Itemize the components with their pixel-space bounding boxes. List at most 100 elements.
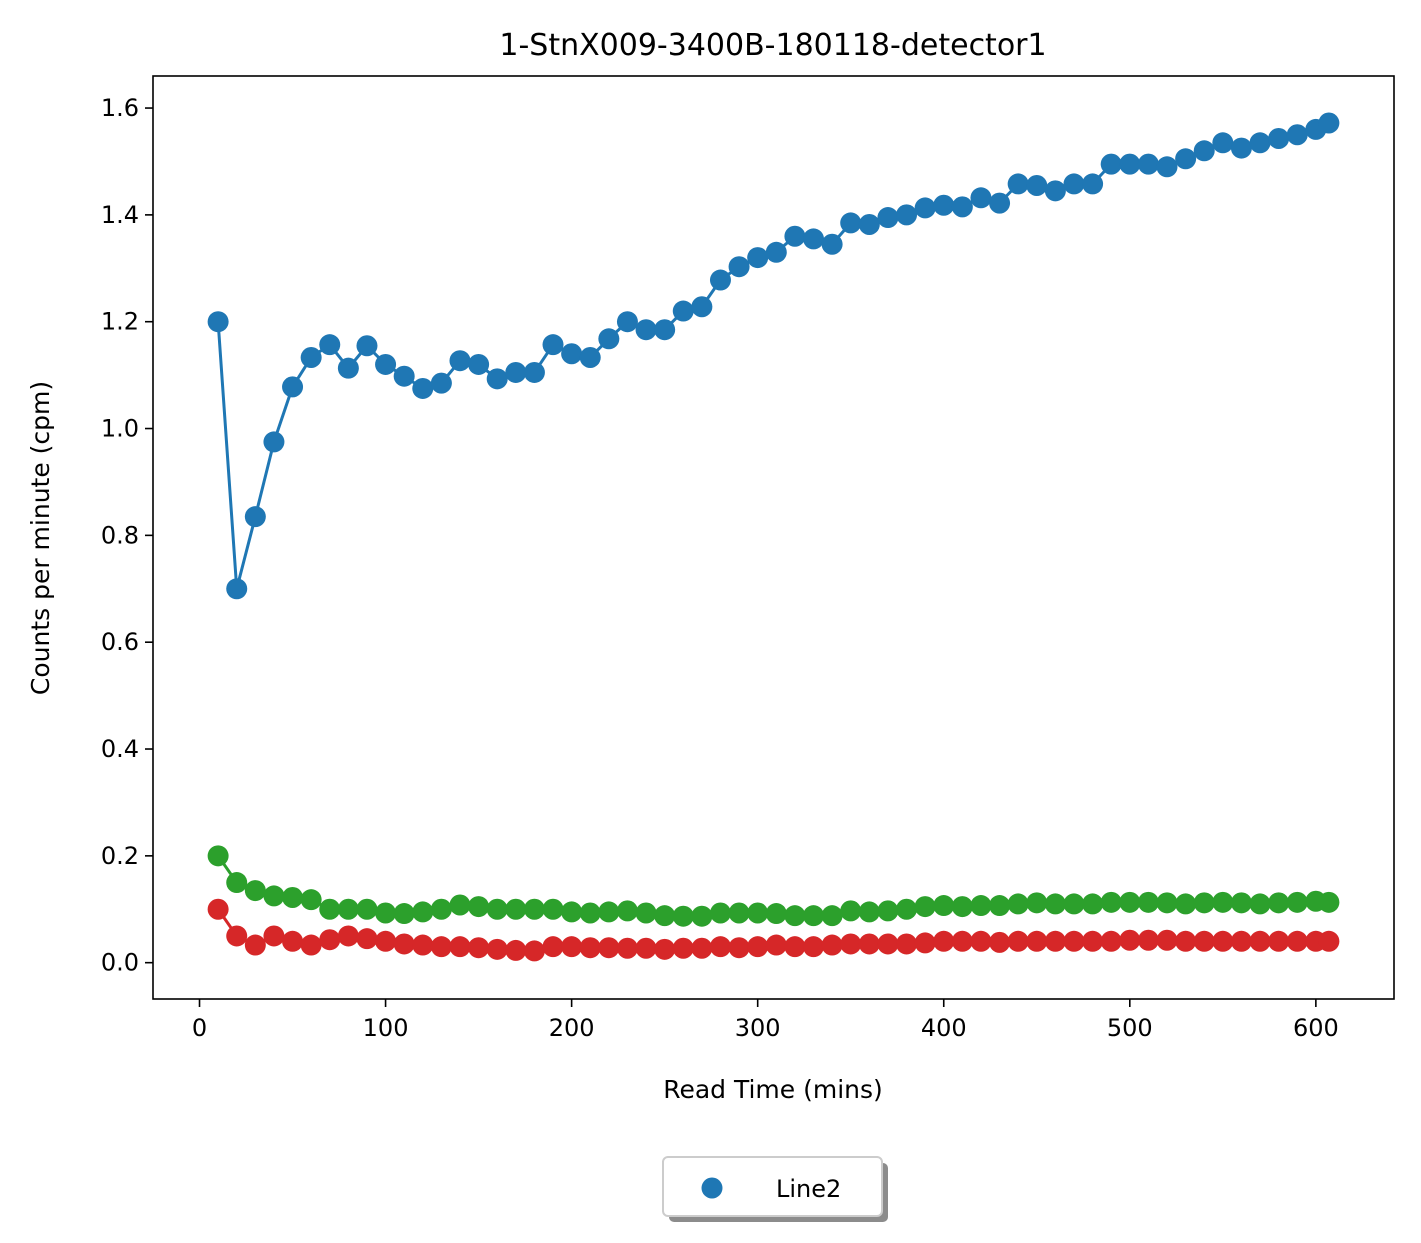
data-point	[616, 311, 638, 333]
data-point	[691, 905, 713, 927]
data-point	[877, 933, 899, 955]
data-point	[989, 895, 1011, 917]
data-point	[207, 311, 229, 333]
data-point	[709, 902, 731, 924]
plot-frame	[152, 75, 1395, 1000]
data-point	[821, 905, 843, 927]
data-point	[747, 936, 769, 958]
data-point	[1193, 140, 1215, 162]
data-point	[430, 936, 452, 958]
series-0	[207, 112, 1340, 600]
data-point	[951, 896, 973, 918]
y-tick-label: 1.6	[101, 94, 139, 122]
data-point	[672, 937, 694, 959]
data-point	[561, 936, 583, 958]
data-point	[896, 204, 918, 226]
data-point	[635, 319, 657, 341]
data-point	[561, 901, 583, 923]
data-point	[858, 213, 880, 235]
data-point	[784, 905, 806, 927]
data-point	[542, 334, 564, 356]
data-point	[542, 898, 564, 920]
data-point	[375, 902, 397, 924]
data-point	[914, 896, 936, 918]
data-point	[1026, 930, 1048, 952]
data-point	[1318, 891, 1340, 913]
data-point	[319, 898, 341, 920]
data-point	[765, 903, 787, 925]
data-point	[1119, 891, 1141, 913]
data-point	[1007, 893, 1029, 915]
x-tick-label: 300	[735, 1014, 781, 1042]
data-point	[1249, 930, 1271, 952]
y-tick-label: 0.4	[101, 735, 139, 763]
data-point	[319, 929, 341, 951]
data-point	[375, 930, 397, 952]
legend-marker	[701, 1177, 723, 1199]
data-point	[728, 937, 750, 959]
data-point	[244, 934, 266, 956]
data-point	[356, 898, 378, 920]
data-point	[356, 335, 378, 357]
data-point	[505, 939, 527, 961]
data-point	[579, 902, 601, 924]
data-point	[468, 353, 490, 375]
data-point	[951, 930, 973, 952]
data-point	[1044, 930, 1066, 952]
series-2	[207, 898, 1340, 962]
data-point	[654, 938, 676, 960]
y-tick-label: 1.2	[101, 308, 139, 336]
x-axis-label: Read Time (mins)	[663, 1075, 883, 1104]
data-point	[1286, 891, 1308, 913]
axis-ticks: 0 100 200 300 400 500 600 0.0 0.2 0.4 0.6 0.8 1.0 1.2…	[101, 94, 1339, 1042]
data-point	[896, 898, 918, 920]
data-point	[282, 887, 304, 909]
data-point	[579, 937, 601, 959]
y-tick-label: 1.4	[101, 201, 139, 229]
data-point	[1007, 173, 1029, 195]
data-point	[821, 934, 843, 956]
data-point	[226, 872, 248, 894]
data-point	[821, 233, 843, 255]
data-point	[691, 937, 713, 959]
data-point	[1212, 891, 1234, 913]
data-point	[1063, 930, 1085, 952]
data-point	[654, 319, 676, 341]
data-point	[1063, 173, 1085, 195]
data-point	[1119, 153, 1141, 175]
data-point	[393, 933, 415, 955]
data-point	[970, 187, 992, 209]
data-point	[1175, 893, 1197, 915]
x-tick-label: 200	[549, 1014, 595, 1042]
data-point	[635, 902, 657, 924]
data-point	[1100, 153, 1122, 175]
data-point	[1268, 930, 1290, 952]
data-point	[1230, 137, 1252, 159]
data-point	[300, 346, 322, 368]
data-point	[1318, 112, 1340, 134]
x-tick-label: 400	[921, 1014, 967, 1042]
data-point	[356, 928, 378, 950]
data-point	[784, 936, 806, 958]
data-point	[877, 900, 899, 922]
data-point	[337, 898, 359, 920]
data-point	[412, 934, 434, 956]
data-point	[1100, 891, 1122, 913]
data-point	[1212, 930, 1234, 952]
data-point	[579, 346, 601, 368]
y-tick-label: 1.0	[101, 415, 139, 443]
data-point	[1286, 124, 1308, 146]
data-point	[709, 936, 731, 958]
data-point	[616, 900, 638, 922]
data-point	[1193, 892, 1215, 914]
plot-area	[207, 112, 1340, 962]
data-point	[523, 361, 545, 383]
data-point	[858, 933, 880, 955]
legend-box	[662, 1156, 883, 1217]
x-tick-label: 0	[192, 1014, 207, 1042]
data-point	[914, 932, 936, 954]
data-point	[207, 898, 229, 920]
data-point	[914, 197, 936, 219]
data-point	[1156, 892, 1178, 914]
